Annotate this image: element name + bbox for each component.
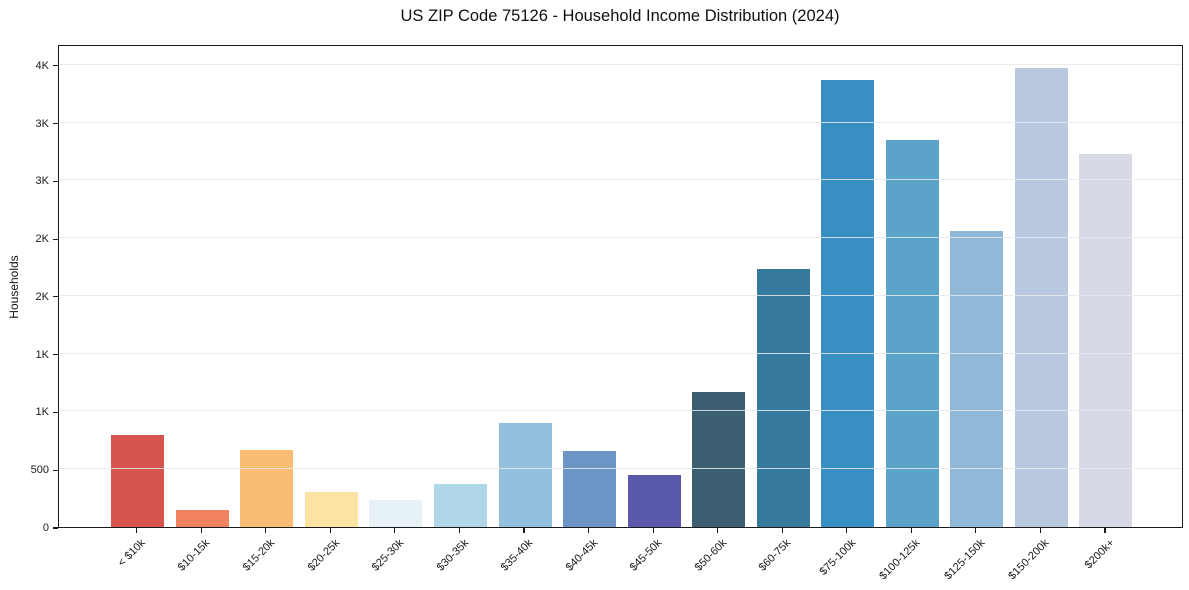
x-tick-mark (394, 528, 396, 533)
x-tick-mark (1039, 528, 1041, 533)
x-tick-label: $10-15k (176, 537, 213, 574)
y-tick-mark (53, 527, 58, 529)
x-tick-mark (1104, 528, 1106, 533)
bar-$50-60k (692, 391, 746, 527)
bar-$15-20k (240, 449, 294, 527)
x-tick-mark (265, 528, 267, 533)
y-tick-mark (53, 411, 58, 413)
bar-$10-15k (175, 509, 229, 527)
y-tick-label: 500 (30, 464, 49, 477)
x-tick-label: $75-100k (817, 537, 859, 578)
bar-$20-25k (304, 492, 358, 527)
x-tick-mark (200, 528, 202, 533)
gridline-y-4000 (59, 63, 1182, 65)
x-tick-mark (717, 528, 719, 533)
x-tick-label: $60-75k (757, 537, 794, 574)
bar-$25-30k (369, 499, 423, 527)
x-tick-label: $20-25k (305, 537, 342, 574)
gridline-y-2500 (59, 237, 1182, 239)
y-tick-mark (53, 65, 58, 67)
bar-$75-100k (821, 79, 875, 527)
x-tick-mark (846, 528, 848, 533)
bar-$150-200k (1014, 68, 1068, 527)
y-axis-label: Households (7, 255, 21, 319)
bar-$30-35k (433, 483, 487, 527)
gridline-y-1000 (59, 410, 1182, 412)
x-tick-label: $45-50k (627, 537, 665, 574)
x-tick-mark (652, 528, 654, 533)
x-tick-mark (781, 528, 783, 533)
x-tick-label: $35-40k (498, 537, 536, 574)
x-tick-mark (329, 528, 331, 533)
chart-title: US ZIP Code 75126 - Household Income Dis… (400, 7, 840, 25)
y-tick-mark (53, 123, 58, 125)
y-tick-label: 1K (35, 348, 49, 361)
x-tick-label: $25-30k (369, 537, 407, 574)
bar-$125-150k (950, 231, 1004, 527)
x-tick-mark (458, 528, 460, 533)
y-tick-label: 2K (35, 233, 49, 246)
gridline-y-1500 (59, 352, 1182, 354)
plot-area (58, 45, 1183, 528)
x-tick-mark (523, 528, 525, 533)
x-tick-label: $200k+ (1082, 537, 1117, 572)
bar-$35-40k (498, 423, 552, 527)
y-tick-label: 0 (42, 522, 49, 534)
x-tick-mark (587, 528, 590, 533)
bar-< $10k (111, 434, 165, 527)
x-tick-mark (910, 528, 912, 533)
y-tick-label: 2K (35, 290, 49, 303)
bar-$60-75k (756, 269, 810, 527)
gridline-y-2000 (59, 294, 1182, 296)
y-tick-mark (53, 354, 58, 356)
y-tick-label: 3K (35, 117, 49, 130)
y-tick-mark (53, 238, 58, 240)
x-tick-label: $150-200k (1006, 537, 1052, 583)
x-tick-label: $15-20k (240, 537, 278, 574)
y-tick-label: 3K (35, 175, 49, 188)
x-tick-label: $125-150k (942, 537, 988, 583)
bar-$100-125k (885, 139, 939, 527)
x-tick-label: $50-60k (692, 537, 730, 574)
bar-$40-45k (563, 451, 617, 527)
x-tick-label: $40-45k (563, 537, 601, 574)
y-tick-mark (53, 180, 58, 182)
x-tick-label: $30-35k (434, 537, 471, 574)
y-tick-mark (53, 296, 58, 298)
gridline-y-500 (59, 468, 1182, 470)
x-tick-mark (975, 528, 977, 533)
y-tick-mark (53, 469, 58, 471)
x-tick-mark (136, 528, 138, 533)
y-tick-label: 4K (35, 59, 49, 72)
gridline-y-3000 (59, 179, 1182, 181)
x-tick-label: < $10k (116, 537, 149, 570)
gridline-y-3500 (59, 121, 1182, 123)
y-tick-label: 1K (35, 406, 49, 419)
bar-$200k+ (1079, 153, 1133, 527)
bar-$45-50k (627, 475, 681, 527)
x-tick-label: $100-125k (877, 537, 923, 583)
